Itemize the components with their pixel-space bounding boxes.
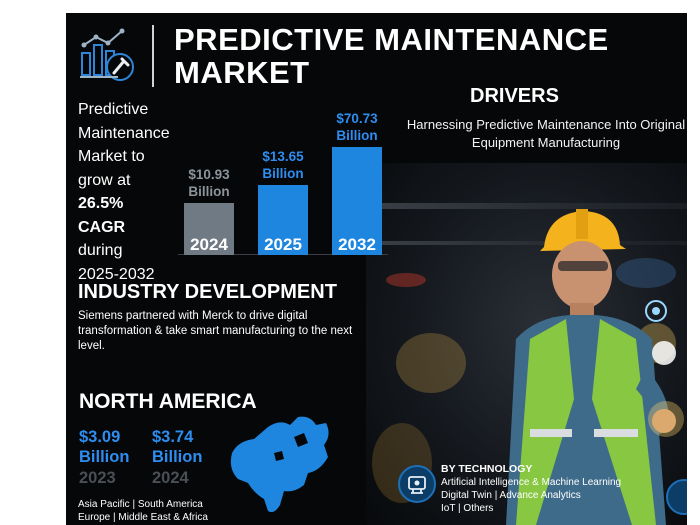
worker-photo [366,163,687,525]
regions-line-2: Europe | Middle East & Africa [78,511,208,523]
na-amount-1: $3.09 [79,428,121,446]
engineer-figure [506,209,684,525]
cagr-value: 26.5% [78,195,124,212]
na-year-2: 2024 [152,469,189,487]
hologram-icons [645,300,676,365]
bar-2024: 2024 [184,203,234,255]
bar-year-label: 2025 [264,235,302,254]
regions-line-1: Asia Pacific | South America [78,499,203,510]
growth-line-2: Market to [78,148,145,165]
growth-line-1: Predictive Maintenance [78,101,170,142]
na-amount-2: $3.74 [152,428,194,446]
na-unit-2: Billion [152,448,203,466]
title-line-2: MARKET [174,55,310,90]
chart-wrench-icon [80,28,134,81]
technology-line-1: Artificial Intelligence & Machine Learni… [441,477,622,488]
technology-line-3: IoT | Others [441,503,494,514]
infographic-poster: PREDICTIVE MAINTENANCE MARKET Predictive… [66,13,687,525]
drivers-text: Harnessing Predictive Maintenance Into O… [406,117,686,150]
technology-list: Artificial Intelligence & Machine Learni… [441,476,621,515]
drivers-title: DRIVERS [470,85,559,107]
bar-value-label: $70.73 Billion [336,111,378,143]
bar-2032: 2032 [332,147,382,255]
technology-line-2: Digital Twin | Advance Analytics [441,490,581,501]
growth-line-3: grow at [78,171,131,189]
title-line-1: PREDICTIVE MAINTENANCE [174,22,609,57]
north-america-title: NORTH AMERICA [79,390,257,413]
technology-title: BY TECHNOLOGY [441,463,533,475]
bar-value-label: $10.93 Billion [188,167,230,199]
ai-chip-icon [398,465,436,503]
na-year-1: 2023 [79,469,116,487]
industry-title: INDUSTRY DEVELOPMENT [78,281,337,303]
north-america-map-icon [230,416,329,513]
growth-summary: Predictive Maintenance Market to grow at… [78,98,228,286]
growth-period: 2025-2032 [78,265,155,283]
title-separator [152,25,154,87]
bar-year-label: 2024 [190,235,228,254]
industry-text: Siemens partnered with Merck to drive di… [78,310,353,352]
cagr-label: CAGR [78,218,126,236]
page-title: PREDICTIVE MAINTENANCE MARKET [174,23,609,89]
bar-2025: 2025 [258,185,308,255]
regions-list: Asia Pacific | South America Europe | Mi… [78,499,208,524]
market-bar-chart: 2024 $10.93 Billion 2025 $13.65 Billion 2032 $7… [178,105,388,255]
na-unit-1: Billion [79,448,130,466]
growth-line-6: during [78,242,123,259]
bar-year-label: 2032 [338,235,376,254]
bar-value-label: $13.65 Billion [262,149,304,181]
